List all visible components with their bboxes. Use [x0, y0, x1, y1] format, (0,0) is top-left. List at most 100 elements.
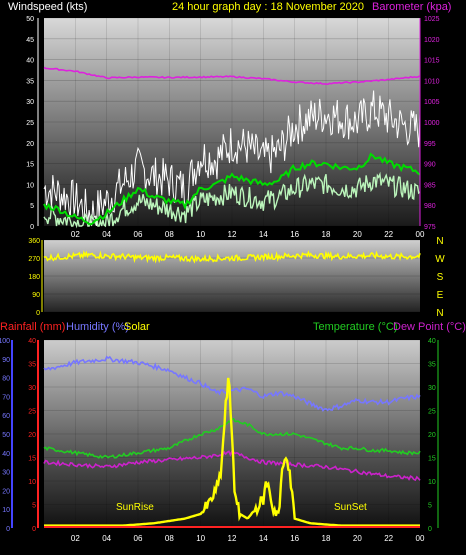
baro-y-tick: 1015: [424, 58, 440, 65]
wind-x-tick: 16: [290, 230, 299, 239]
baro-y-tick: 990: [424, 162, 436, 169]
wind-y-tick: 45: [26, 37, 34, 44]
temperature-x-tick: 02: [71, 534, 80, 543]
direction-y-tick: 360: [28, 238, 40, 245]
temperature-x-tick: 10: [196, 534, 205, 543]
solar-series-line: [44, 377, 420, 527]
rainfall-y-tick: 30: [28, 385, 36, 392]
temperature-y-tick: 25: [428, 409, 436, 416]
rainfall-y-tick: 35: [28, 362, 36, 369]
temperature-y-tick: 5: [428, 503, 432, 510]
temperature-y-tick: 15: [428, 456, 436, 463]
humidity-axis-label: Humidity (%): [66, 321, 129, 333]
temperature-x-tick: 14: [259, 534, 268, 543]
baro-y-tick: 1020: [424, 37, 440, 44]
humidity-y-tick: 90: [2, 357, 10, 364]
temperature-x-tick: 12: [228, 534, 237, 543]
wind-y-tick: 35: [26, 78, 34, 85]
direction-series-line: [43, 250, 421, 264]
dewpoint-axis-label: Dew Point (°C): [393, 321, 466, 333]
humidity-y-tick: 100: [0, 338, 10, 345]
direction-y-tick: 180: [28, 274, 40, 281]
humidity-y-tick: 60: [2, 413, 10, 420]
wind-x-tick: 18: [322, 230, 331, 239]
temperature-x-tick: 00: [416, 534, 425, 543]
humidity-y-tick: 50: [2, 432, 10, 439]
rainfall-y-tick: 20: [28, 432, 36, 439]
rainfall-y-tick: 10: [28, 479, 36, 486]
graph-title: 24 hour graph day : 18 November 2020: [172, 1, 364, 13]
compass-label: S: [437, 272, 444, 283]
rainfall-y-tick: 40: [28, 338, 36, 345]
windspeed-axis-label: Windspeed (kts): [8, 1, 87, 13]
baro-y-tick: 1005: [424, 99, 440, 106]
compass-label: N: [436, 308, 443, 319]
humidity-series-line: [43, 355, 421, 412]
wind-x-tick: 22: [384, 230, 393, 239]
temperature-x-tick: 06: [134, 534, 143, 543]
temperature-y-tick: 10: [428, 479, 436, 486]
rainfall-axis-label: Rainfall (mm): [0, 321, 65, 333]
baro-y-tick: 995: [424, 141, 436, 148]
wind-y-tick: 30: [26, 99, 34, 106]
temperature-x-tick: 20: [353, 534, 362, 543]
wind-y-tick: 40: [26, 58, 34, 65]
wind-y-tick: 0: [30, 224, 34, 231]
temperature-y-tick: 40: [428, 338, 436, 345]
temperature-x-tick: 22: [384, 534, 393, 543]
temperature-panel-ticks: 0102030405060708090100051015202530354005…: [0, 338, 436, 543]
wind-x-tick: 04: [102, 230, 111, 239]
baro-y-tick: 985: [424, 182, 436, 189]
wind-y-tick: 5: [30, 203, 34, 210]
wind-x-tick: 02: [71, 230, 80, 239]
wind-x-tick: 10: [196, 230, 205, 239]
rainfall-y-tick: 5: [32, 503, 36, 510]
wind-x-tick: 12: [228, 230, 237, 239]
direction-panel-grid: [44, 239, 420, 313]
wind-y-tick: 20: [26, 141, 34, 148]
wind-x-tick: 20: [353, 230, 362, 239]
wind-y-tick: 15: [26, 162, 34, 169]
direction-panel-ticks: 0 90 180 270 360: [28, 238, 43, 317]
wind-y-tick: 10: [26, 182, 34, 189]
wind-x-tick: 06: [134, 230, 143, 239]
temperature-x-tick: 08: [165, 534, 174, 543]
wind-x-tick: 00: [416, 230, 425, 239]
solar-axis-label: Solar: [124, 321, 150, 333]
wind-y-tick: 50: [26, 16, 34, 23]
wind-x-tick: 14: [259, 230, 268, 239]
temperature-panel-series: [43, 355, 421, 528]
temperature-y-tick: 35: [428, 362, 436, 369]
humidity-y-tick: 20: [2, 488, 10, 495]
humidity-y-tick: 40: [2, 451, 10, 458]
wind-panel-series: [43, 66, 421, 229]
barometer-series-line: [43, 66, 421, 86]
rainfall-y-tick: 0: [32, 526, 36, 533]
direction-y-tick: 90: [32, 292, 40, 299]
compass-label: W: [435, 254, 445, 265]
wind-avg-series-line: [43, 152, 421, 226]
direction-panel-series: [43, 250, 421, 264]
humidity-y-tick: 70: [2, 394, 10, 401]
temperature-axis-label: Temperature (°C): [313, 321, 397, 333]
temperature-y-tick: 0: [428, 526, 432, 533]
wind-y-tick: 25: [26, 120, 34, 127]
humidity-y-tick: 30: [2, 470, 10, 477]
rainfall-y-tick: 15: [28, 456, 36, 463]
wind-panel-ticks: 0 975 5 980 10 985 15 990 20 995 25 10 00 30 1005 35 101…: [26, 16, 439, 239]
baro-y-tick: 1010: [424, 78, 440, 85]
baro-y-tick: 1025: [424, 16, 440, 23]
gust-series-line: [43, 90, 421, 227]
sunrise-label: SunRise: [116, 502, 154, 513]
temperature-panel-grid: [44, 339, 421, 529]
wind-panel-grid: [44, 17, 421, 227]
baro-y-tick: 975: [424, 224, 436, 231]
wind-x-tick: 08: [165, 230, 174, 239]
humidity-y-tick: 10: [2, 507, 10, 514]
baro-y-tick: 980: [424, 203, 436, 210]
compass-label: E: [437, 290, 444, 301]
temperature-y-tick: 20: [428, 432, 436, 439]
